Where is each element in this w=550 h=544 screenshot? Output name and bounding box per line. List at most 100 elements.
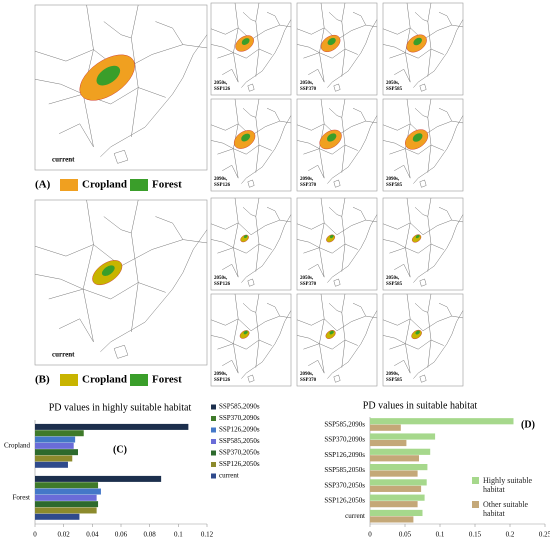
map-period: 2090s, (300, 372, 314, 377)
map-boundaries (297, 294, 377, 382)
panel-label: (A) (35, 179, 51, 191)
bar (370, 494, 425, 501)
x-tick-label: 0 (33, 531, 37, 539)
legend-item: Other suitable habitat (472, 500, 548, 518)
bar (370, 455, 419, 462)
habitat-forest (326, 133, 337, 142)
bar (35, 482, 99, 489)
x-tick-label: 0.12 (201, 531, 214, 539)
habitat-forest (329, 234, 334, 239)
map-frame (210, 293, 292, 387)
panel-label: (C) (113, 444, 127, 455)
map-frame (210, 2, 292, 96)
map-scenario: SSP585 (386, 282, 403, 287)
bar (370, 418, 514, 425)
map-scenario: SSP585 (386, 87, 403, 92)
map-period: 2090s, (386, 177, 400, 182)
map-frame (296, 98, 378, 192)
legend-label: Cropland (82, 374, 127, 386)
x-tick-label: 0.08 (144, 531, 157, 539)
bar (370, 516, 414, 523)
bar (370, 470, 418, 477)
map-scenario: SSP126 (214, 87, 231, 92)
bar (35, 449, 78, 456)
bar (370, 433, 436, 440)
habitat-forest (241, 38, 250, 45)
habitat-forest (415, 234, 420, 239)
map-frame (296, 2, 378, 96)
map-period: 2090s, (214, 177, 228, 182)
bar (35, 475, 162, 482)
legend-label: Cropland (82, 179, 127, 191)
map-period: 2050s, (386, 276, 400, 281)
bar (35, 494, 97, 501)
x-tick-label: 0.25 (539, 531, 550, 539)
legend: Highly suitable habitat Other suitable ha… (472, 476, 548, 524)
legend-swatch (130, 374, 148, 386)
x-tick-label: 0.06 (115, 531, 128, 539)
map-boundaries (297, 198, 377, 286)
map-scenario: SSP126 (214, 378, 231, 383)
bar (35, 507, 97, 514)
legend-label: SSP370,2090s (219, 414, 260, 422)
y-tick-label: Forest (13, 494, 31, 502)
map-period: 2050s, (300, 81, 314, 86)
map-boundaries (211, 294, 291, 382)
map-frame (34, 199, 208, 366)
y-tick-label: SSP585,2090s (324, 420, 365, 428)
map-scenario: SSP370 (300, 378, 317, 383)
habitat-forest (327, 37, 336, 46)
map-frame (296, 293, 378, 387)
chart-title: PD values in suitable habitat (363, 400, 478, 411)
map-period: 2090s, (214, 372, 228, 377)
x-tick-label: 0.04 (86, 531, 99, 539)
legend-label: current (219, 472, 239, 480)
y-tick-label: SSP585,2050s (324, 466, 365, 474)
y-tick-label: SSP126,2050s (324, 497, 365, 505)
legend-label: Other suitable habitat (483, 500, 529, 518)
habitat-forest (413, 37, 422, 46)
legend-swatch (211, 473, 216, 479)
map-scenario: SSP126 (214, 282, 231, 287)
bar (370, 509, 423, 517)
x-tick-label: 0.2 (506, 531, 515, 539)
map-frame (382, 197, 464, 291)
legend-swatch (60, 374, 78, 386)
x-tick-label: 0 (368, 531, 372, 539)
map-period: 2050s, (386, 81, 400, 86)
bar (35, 488, 101, 495)
legend-swatch (211, 416, 216, 421)
habitat-forest (241, 133, 251, 142)
panel-label: (D) (521, 419, 535, 430)
habitat-forest (243, 330, 248, 335)
habitat-forest (243, 234, 248, 239)
legend-label: Forest (152, 374, 182, 386)
legend-swatch (211, 450, 216, 456)
bar (35, 501, 99, 508)
y-tick-label: SSP126,2090s (324, 451, 365, 459)
map-label: current (52, 351, 75, 359)
map-boundaries (383, 294, 463, 382)
legend-label: Highly suitable habitat (483, 476, 533, 494)
legend-label: SSP126,2090s (219, 426, 260, 434)
habitat-forest (101, 265, 115, 276)
legend-item: Highly suitable habitat (472, 476, 548, 494)
legend-label: SSP585,2050s (219, 437, 260, 445)
map-period: 2050s, (300, 276, 314, 281)
habitat-forest (96, 65, 121, 86)
x-tick-label: 0.1 (436, 531, 445, 539)
map-period: 2050s, (214, 81, 228, 86)
legend-swatch (60, 179, 78, 191)
bar (370, 501, 418, 508)
legend-label: SSP585,2090s (219, 403, 260, 411)
habitat-forest (329, 330, 334, 335)
bar (35, 455, 73, 462)
map-frame (382, 2, 464, 96)
bar (35, 442, 74, 449)
bar (370, 464, 428, 471)
legend-label: Forest (152, 179, 182, 191)
bar (370, 439, 407, 447)
map-period: 2090s, (300, 177, 314, 182)
x-tick-label: 0.15 (469, 531, 482, 539)
